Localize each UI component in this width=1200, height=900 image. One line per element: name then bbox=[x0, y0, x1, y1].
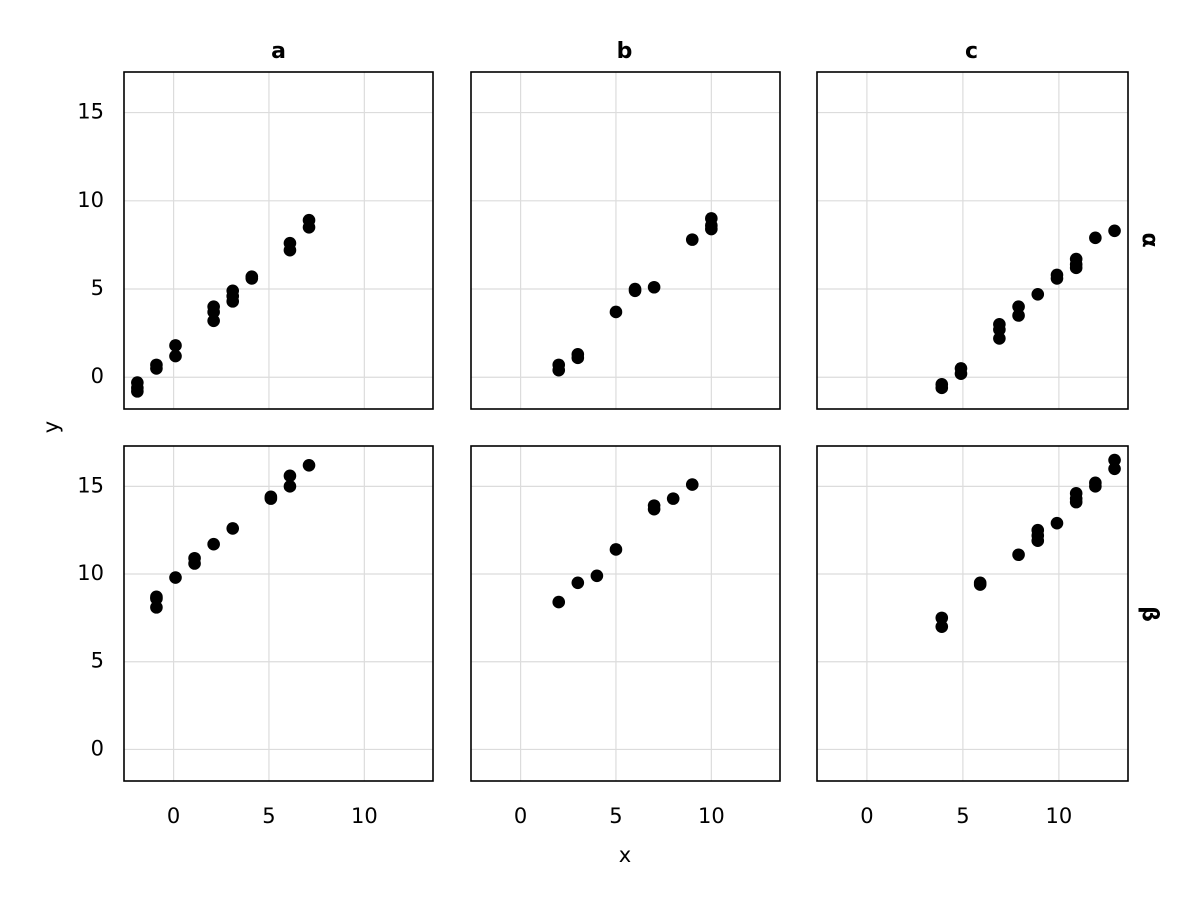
scatter-point bbox=[150, 590, 163, 604]
x-axis-label: x bbox=[619, 843, 631, 867]
scatter-point bbox=[628, 282, 642, 296]
scatter-point bbox=[207, 300, 220, 313]
scatter-point bbox=[552, 358, 566, 372]
scatter-point bbox=[226, 522, 240, 535]
scatter-point bbox=[245, 270, 259, 283]
scatter-point bbox=[1108, 224, 1121, 238]
scatter-point bbox=[609, 543, 623, 556]
scatter-point bbox=[973, 576, 987, 590]
panel-alpha-c bbox=[816, 71, 1129, 410]
panel-frame bbox=[470, 71, 781, 410]
scatter-point bbox=[302, 458, 316, 472]
scatter-point bbox=[935, 611, 949, 625]
panel-beta-c: 0 5 10 bbox=[816, 445, 1129, 828]
panels-layer: 0 5 10 15 0 5 10 0 5 10 15 0 5 10 0 5 10 bbox=[77, 71, 1129, 828]
scatter-point bbox=[226, 284, 240, 298]
scatter-point bbox=[1012, 548, 1025, 562]
panel-frame bbox=[816, 445, 1129, 782]
scatter-point bbox=[705, 212, 718, 225]
x-tick-label: 10 bbox=[351, 804, 378, 828]
scatter-point bbox=[207, 537, 220, 551]
scatter-point bbox=[1069, 487, 1083, 500]
column-title-c: c bbox=[965, 39, 978, 64]
scatter-point bbox=[647, 499, 661, 512]
panel-alpha-a: 0 5 10 15 bbox=[77, 71, 434, 410]
scatter-point bbox=[954, 362, 968, 375]
scatter-point bbox=[993, 318, 1006, 331]
scatter-point bbox=[935, 381, 949, 395]
scatter-point bbox=[1108, 462, 1121, 476]
scatter-point bbox=[207, 314, 220, 328]
column-title-b: b bbox=[617, 39, 633, 64]
y-tick-label: 0 bbox=[91, 736, 104, 760]
scatter-point bbox=[590, 569, 604, 583]
scatter-point bbox=[993, 332, 1006, 345]
scatter-point bbox=[131, 385, 144, 398]
y-tick-label: 10 bbox=[77, 188, 104, 212]
x-tick-label: 0 bbox=[860, 804, 873, 828]
scatter-point bbox=[609, 305, 623, 319]
scatter-point bbox=[685, 233, 699, 246]
y-tick-label: 0 bbox=[91, 364, 104, 388]
y-tick-label: 15 bbox=[77, 100, 104, 124]
y-tick-label: 5 bbox=[91, 276, 104, 300]
scatter-point bbox=[571, 348, 585, 361]
scatter-point bbox=[283, 469, 297, 483]
scatter-point bbox=[666, 492, 680, 505]
y-tick-label: 10 bbox=[77, 561, 104, 585]
scatter-point bbox=[571, 576, 585, 590]
scatter-point bbox=[302, 213, 316, 227]
scatter-point bbox=[169, 349, 182, 363]
scatter-point bbox=[169, 571, 182, 584]
panel-beta-b: 0 5 10 bbox=[470, 445, 781, 828]
scatter-point bbox=[264, 490, 278, 504]
panel-frame bbox=[816, 71, 1129, 410]
scatter-point bbox=[1050, 516, 1064, 530]
scatter-point bbox=[1031, 288, 1045, 301]
scatter-point bbox=[1050, 268, 1064, 282]
scatter-point bbox=[1089, 231, 1102, 245]
scatter-point bbox=[647, 280, 661, 294]
row-title-alpha: α bbox=[1137, 232, 1162, 247]
scatter-point bbox=[283, 480, 297, 493]
x-tick-label: 0 bbox=[514, 804, 527, 828]
scatter-point bbox=[1089, 476, 1102, 490]
panel-frame bbox=[470, 445, 781, 782]
scatter-point bbox=[935, 620, 949, 633]
x-tick-label: 10 bbox=[1046, 804, 1073, 828]
scatter-point bbox=[1012, 309, 1025, 322]
x-tick-label: 10 bbox=[698, 804, 725, 828]
scatter-point bbox=[1031, 523, 1045, 537]
x-tick-label: 5 bbox=[956, 804, 969, 828]
y-axis-label: y bbox=[39, 421, 63, 433]
column-title-a: a bbox=[271, 39, 286, 64]
scatter-point bbox=[1108, 453, 1121, 467]
panel-frame bbox=[123, 71, 434, 410]
scatter-point bbox=[188, 551, 201, 565]
row-title-beta: β bbox=[1137, 606, 1162, 622]
y-tick-label: 5 bbox=[91, 649, 104, 673]
x-tick-label: 5 bbox=[609, 804, 622, 828]
panel-beta-a: 0 5 10 0 5 10 15 bbox=[77, 445, 434, 828]
scatter-point bbox=[283, 236, 297, 250]
panel-alpha-b bbox=[470, 71, 781, 410]
x-tick-label: 0 bbox=[167, 804, 180, 828]
scatter-point bbox=[1012, 300, 1025, 313]
panel-frame bbox=[123, 445, 434, 782]
scatter-point bbox=[552, 595, 566, 609]
scatter-point bbox=[169, 339, 182, 352]
y-tick-label: 15 bbox=[77, 473, 104, 497]
scatter-point bbox=[1069, 252, 1083, 266]
scatter-point bbox=[685, 478, 699, 491]
x-tick-label: 5 bbox=[262, 804, 275, 828]
scatter-point bbox=[150, 601, 163, 614]
scatter-point bbox=[150, 358, 163, 372]
